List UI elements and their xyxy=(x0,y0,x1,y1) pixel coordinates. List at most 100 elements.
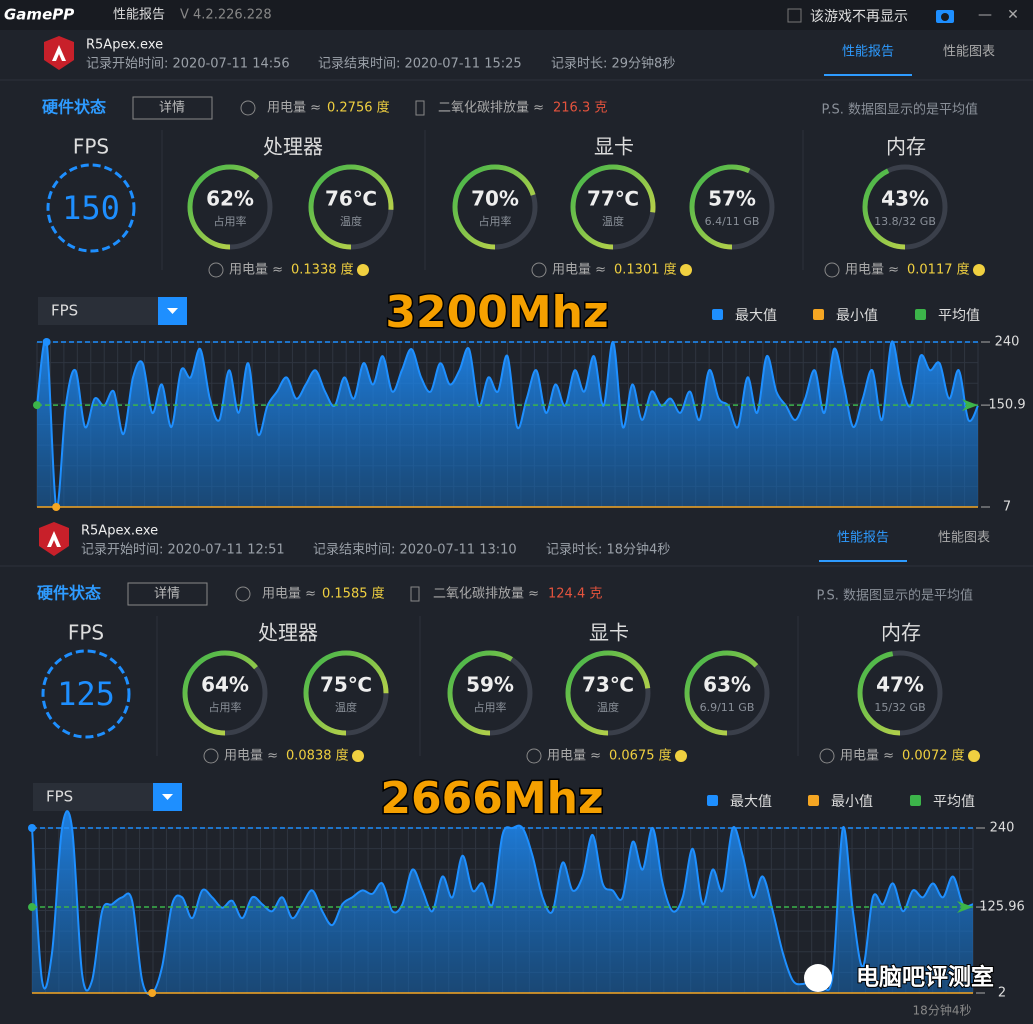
power-icon xyxy=(526,748,542,764)
detail-label[interactable]: 详情 xyxy=(159,101,185,116)
detail-button[interactable] xyxy=(132,96,213,120)
group-title: 显卡 xyxy=(594,135,634,159)
exe-name: R5Apex.exe xyxy=(86,38,163,53)
detail-button[interactable] xyxy=(127,582,208,606)
checkbox[interactable] xyxy=(787,8,802,23)
gauge-arc xyxy=(689,164,775,250)
fps-label: FPS xyxy=(68,621,104,645)
gauge-arc xyxy=(857,650,943,736)
help-icon[interactable] xyxy=(352,750,364,762)
co2-icon xyxy=(410,586,420,602)
camera-lens xyxy=(941,13,949,21)
gauge-sub: 占用率 xyxy=(479,214,512,228)
fps-ring xyxy=(41,649,131,739)
gauge-label: 73℃ xyxy=(582,673,634,697)
close-button[interactable]: ✕ xyxy=(1007,7,1019,23)
tab[interactable]: 性能图表 xyxy=(938,531,990,546)
group-power-label: 用电量 ≈ xyxy=(840,749,894,764)
hw-title: 硬件状态 xyxy=(42,98,106,117)
gauge-arc xyxy=(452,164,538,250)
gauge-arc xyxy=(182,650,268,736)
detail-label[interactable]: 详情 xyxy=(154,587,180,602)
note: P.S. 数据图显示的是平均值 xyxy=(822,102,978,118)
co2-value: 124.4 克 xyxy=(548,587,602,602)
legend-swatch xyxy=(813,309,824,320)
overlay-label: 3200Mhz xyxy=(385,287,608,338)
avg-dot xyxy=(28,903,36,912)
power-icon xyxy=(240,100,256,116)
gauge-label: 47% xyxy=(876,673,924,697)
report-panel: R5Apex.exe 记录开始时间: 2020-07-11 12:51 记录结束时间… xyxy=(0,522,1033,1001)
fps-line xyxy=(36,338,979,509)
gauge-arc xyxy=(308,164,394,250)
overlay-label: 2666Mhz xyxy=(380,773,603,824)
help-icon[interactable] xyxy=(675,750,687,762)
max-dot xyxy=(28,824,36,832)
fps-ring xyxy=(46,163,136,253)
power-icon xyxy=(531,262,547,278)
dropdown-label[interactable]: FPS xyxy=(46,788,73,806)
fps-value: 150 xyxy=(62,189,120,227)
gauge-sub: 13.8/32 GB xyxy=(874,215,936,228)
power-icon xyxy=(235,586,251,602)
avg-arrow xyxy=(957,901,973,914)
fps-area xyxy=(37,339,978,508)
help-icon[interactable] xyxy=(357,264,369,276)
gauge-label: 59% xyxy=(466,673,514,697)
legend-label: 平均值 xyxy=(933,794,975,810)
checkbox-label[interactable]: 该游戏不再显示 xyxy=(810,9,908,25)
group-title: 显卡 xyxy=(589,621,629,645)
gauge-label: 76℃ xyxy=(325,187,377,211)
gauge-label: 70% xyxy=(471,187,519,211)
help-icon[interactable] xyxy=(968,750,980,762)
group-power-label: 用电量 ≈ xyxy=(552,263,606,278)
tab[interactable]: 性能图表 xyxy=(943,45,995,60)
end-time: 记录结束时间: 2020-07-11 13:10 xyxy=(313,543,517,558)
group-power-value: 0.1338 度 xyxy=(291,262,354,278)
gauge-sub: 温度 xyxy=(335,700,357,714)
start-time: 记录开始时间: 2020-07-11 12:51 xyxy=(81,543,285,558)
gauge-sub: 温度 xyxy=(340,214,362,228)
group-power-value: 0.0117 度 xyxy=(907,262,970,278)
legend-swatch xyxy=(808,795,819,806)
gauge-label: 63% xyxy=(703,673,751,697)
group-power-label: 用电量 ≈ xyxy=(845,263,899,278)
help-icon[interactable] xyxy=(680,264,692,276)
camera-button[interactable] xyxy=(936,10,954,23)
min-dot xyxy=(52,503,61,511)
power-value: 0.1585 度 xyxy=(322,586,385,602)
group-power-value: 0.0675 度 xyxy=(609,748,672,764)
y-tick-label: 240 xyxy=(995,335,1020,350)
avg-arrow xyxy=(962,399,978,412)
min-dot xyxy=(148,989,157,997)
y-tick-label: 240 xyxy=(990,821,1015,836)
group-title: 处理器 xyxy=(263,135,323,159)
group-title: 处理器 xyxy=(258,621,318,645)
legend-swatch xyxy=(707,795,718,806)
y-tick-label: 2 xyxy=(998,986,1006,1001)
minimize-button[interactable]: — xyxy=(978,7,992,23)
app-version: V 4.2.226.228 xyxy=(180,8,272,23)
co2-label: 二氧化碳排放量 ≈ xyxy=(438,101,544,116)
group-power-label: 用电量 ≈ xyxy=(547,749,601,764)
group-power-value: 0.0838 度 xyxy=(286,748,349,764)
tab[interactable]: 性能报告 xyxy=(837,531,889,546)
game-logo-mark xyxy=(52,45,66,61)
co2-value: 216.3 克 xyxy=(553,101,607,116)
tab[interactable]: 性能报告 xyxy=(842,45,894,60)
gauge-label: 75℃ xyxy=(320,673,372,697)
gauge-sub: 温度 xyxy=(602,214,624,228)
legend-swatch xyxy=(915,309,926,320)
end-time: 记录结束时间: 2020-07-11 15:25 xyxy=(318,57,522,72)
group-power-value: 0.1301 度 xyxy=(614,262,677,278)
legend-label: 最小值 xyxy=(831,794,873,810)
gauge-arc xyxy=(565,650,651,736)
duration: 记录时长: 29分钟8秒 xyxy=(551,56,675,72)
help-icon[interactable] xyxy=(973,264,985,276)
gauge-label: 43% xyxy=(881,187,929,211)
power-value: 0.2756 度 xyxy=(327,100,390,116)
legend-label: 最大值 xyxy=(730,794,772,810)
legend-label: 最小值 xyxy=(836,308,878,324)
dropdown-label[interactable]: FPS xyxy=(51,302,78,320)
gauge-arc xyxy=(447,650,533,736)
